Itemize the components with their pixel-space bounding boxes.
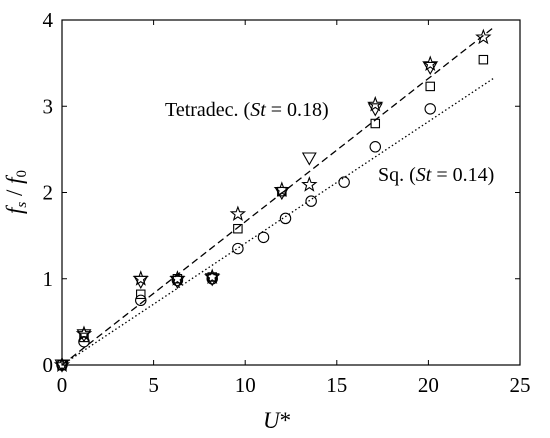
square-marker <box>478 54 489 65</box>
x-tick-label: 25 <box>510 373 531 397</box>
sq-annotation-st: St <box>416 164 432 186</box>
star-marker <box>53 356 71 372</box>
y-tick-label: 2 <box>43 181 54 205</box>
y-axis-label-s: s <box>14 202 30 208</box>
y-tick-label: 4 <box>43 8 54 32</box>
sq-annotation-value: = 0.14) <box>431 164 494 186</box>
fit-line-dashed <box>61 26 495 366</box>
y-tick-label: 3 <box>43 94 54 118</box>
circle-marker <box>338 176 350 188</box>
circle-marker <box>135 294 147 307</box>
y-axis-label-divider: / <box>2 184 27 202</box>
x-tick-label: 15 <box>326 373 347 397</box>
square-marker <box>425 81 435 92</box>
triangle-down-marker <box>367 103 383 117</box>
circle-marker <box>424 103 436 115</box>
sq-annotation-name: Sq. ( <box>378 164 416 186</box>
y-axis-label-zero: 0 <box>14 170 30 178</box>
star-marker <box>367 95 384 112</box>
axis-ticks: 0 5 10 15 20 25 0 1 2 3 4 <box>43 8 531 397</box>
star-marker <box>204 268 221 284</box>
triangle-down-marker <box>301 152 317 166</box>
square-marker <box>370 118 381 129</box>
square-marker <box>136 289 146 300</box>
x-tick-label: 10 <box>235 373 256 397</box>
data-markers <box>53 28 492 373</box>
x-tick-label: 5 <box>148 373 159 397</box>
x-tick-label: 0 <box>57 373 68 397</box>
y-tick-label: 1 <box>43 267 54 291</box>
star-marker <box>273 181 291 197</box>
star-marker <box>169 270 186 286</box>
y-tick-label: 0 <box>43 353 54 377</box>
y-axis-label-f: f <box>2 204 27 214</box>
fit-lines <box>61 26 495 366</box>
star-marker <box>132 270 149 286</box>
star-marker <box>301 176 318 192</box>
star-marker <box>75 325 93 341</box>
tetradec-annotation: Tetradec. (St = 0.18) <box>165 99 329 121</box>
circle-marker <box>279 212 292 225</box>
star-marker <box>229 205 247 222</box>
circle-marker <box>232 242 244 255</box>
tetradec-annotation-value: = 0.18) <box>266 99 329 121</box>
circle-marker <box>369 141 382 153</box>
tetradec-annotation-name: Tetradec. ( <box>165 99 251 121</box>
circle-marker <box>171 274 184 287</box>
x-tick-label: 20 <box>418 373 439 397</box>
x-axis-label-main: U <box>263 408 281 433</box>
sq-annotation: Sq. (St = 0.14) <box>378 164 494 186</box>
x-axis-label-superscript: * <box>280 408 292 433</box>
star-marker <box>422 55 439 71</box>
square-marker <box>233 223 243 234</box>
y-axis-label-f0: f <box>2 174 27 184</box>
circle-marker <box>305 195 317 207</box>
y-axis-label: fs / f0 <box>2 170 30 214</box>
star-marker <box>475 28 492 45</box>
circle-marker <box>257 231 270 244</box>
fit-line-dotted <box>61 77 495 366</box>
x-axis-label: U* <box>263 408 291 433</box>
plot-frame <box>61 19 521 366</box>
tetradec-annotation-st: St <box>250 99 266 121</box>
